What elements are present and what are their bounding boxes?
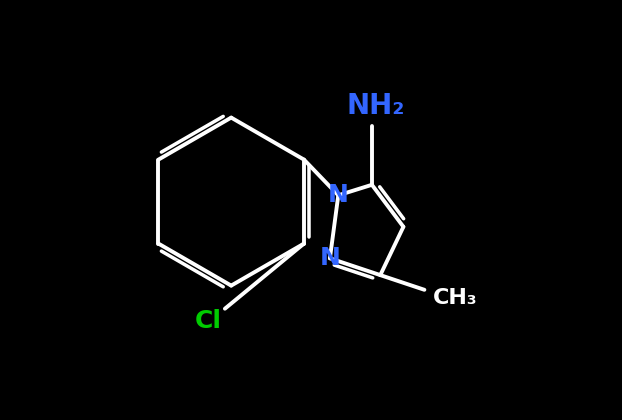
Text: CH₃: CH₃: [433, 288, 478, 308]
Text: Cl: Cl: [195, 309, 221, 333]
Text: N: N: [320, 246, 340, 270]
Text: N: N: [328, 183, 349, 207]
Text: NH₂: NH₂: [347, 92, 406, 120]
